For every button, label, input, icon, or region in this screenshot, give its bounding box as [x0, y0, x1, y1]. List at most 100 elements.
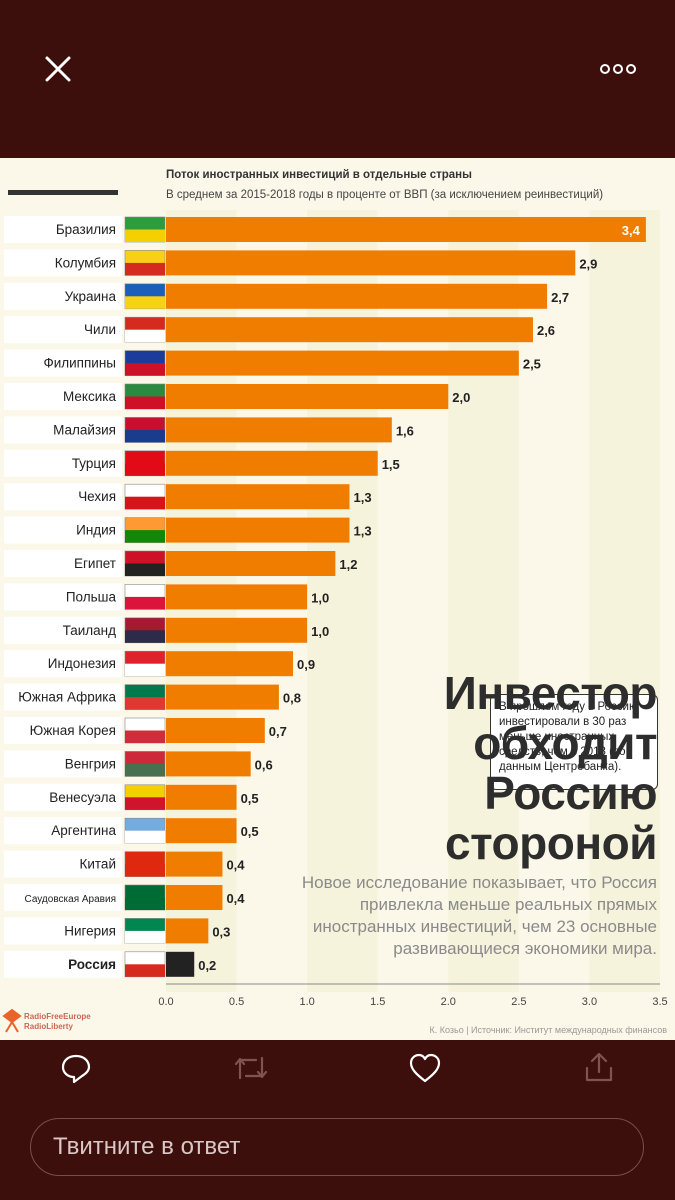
chart-svg: Поток иностранных инвестиций в отдельные… [2, 169, 668, 1035]
country-flag-icon [124, 584, 166, 610]
category-label: Индия [76, 523, 116, 538]
bar [166, 584, 308, 610]
retweet-icon[interactable] [232, 1054, 270, 1082]
row-label-bg [4, 383, 122, 410]
x-tick-label: 3.5 [652, 996, 667, 1008]
category-label: Южная Африка [18, 690, 116, 705]
value-label: 2,5 [523, 357, 541, 372]
category-label: Малайзия [53, 422, 116, 437]
value-label: 0,2 [198, 958, 216, 973]
like-icon[interactable] [408, 1052, 442, 1084]
logo-line1: RadioFreeEurope [24, 1012, 91, 1021]
category-label: Мексика [63, 389, 116, 404]
country-flag-icon [124, 250, 166, 276]
country-flag-icon [124, 316, 166, 343]
country-flag-icon [124, 884, 166, 911]
value-label: 2,7 [551, 290, 569, 305]
category-label: Таиланд [63, 623, 117, 638]
value-label: 0,7 [269, 724, 287, 739]
country-flag-icon [124, 417, 166, 443]
country-flag-icon [124, 717, 166, 744]
bar [166, 751, 251, 777]
reply-placeholder: Твитните в ответ [53, 1133, 241, 1160]
value-label: 1,5 [382, 457, 400, 472]
row-label-bg [4, 216, 122, 243]
country-flag-icon [124, 216, 166, 243]
category-label: Саудовская Аравия [24, 894, 116, 905]
row-label-bg [4, 249, 122, 277]
row-label-bg [4, 282, 122, 310]
country-flag-icon [124, 450, 166, 477]
country-flag-icon [124, 817, 166, 844]
reply-input[interactable]: Твитните в ответ [30, 1118, 644, 1176]
row-label-bg [4, 884, 122, 911]
source-text: К. Козьо | Источник: Институт международ… [429, 1025, 667, 1035]
headline: Инвестор обходит Россию стороной [337, 667, 658, 869]
value-label: 1,0 [311, 590, 329, 605]
country-flag-icon [124, 751, 166, 777]
bar [166, 450, 378, 476]
bar [166, 217, 646, 242]
category-label: Южная Корея [30, 723, 116, 738]
reply-icon[interactable] [60, 1052, 92, 1084]
value-label: 0,3 [212, 924, 230, 939]
row-label-bg [4, 616, 122, 644]
row-label-bg [4, 349, 122, 377]
category-label: Аргентина [51, 823, 116, 838]
x-tick-label: 0.0 [158, 996, 173, 1008]
category-label: Филиппины [43, 356, 116, 371]
headline-line: Россию [484, 767, 657, 819]
bar [166, 617, 308, 643]
category-label: Венесуэла [49, 790, 116, 805]
row-label-bg [4, 316, 122, 344]
row-label-bg [4, 750, 122, 778]
row-label-bg [4, 550, 122, 577]
row-label-bg [4, 483, 122, 511]
bar [166, 784, 237, 810]
category-label: Венгрия [65, 756, 116, 771]
country-flag-icon [124, 383, 166, 410]
category-label: Индонезия [48, 656, 116, 671]
headline-line: Инвестор [443, 667, 658, 719]
country-flag-icon [124, 650, 166, 677]
title-underline [8, 190, 118, 195]
bar [166, 384, 449, 409]
row-label-bg [4, 449, 122, 477]
callout-box: В прошлом году в Россию инвестировали в … [490, 694, 658, 790]
country-flag-icon [124, 350, 166, 376]
chart-title: Поток иностранных инвестиций в отдельные… [166, 169, 472, 181]
category-label: Чехия [78, 489, 116, 504]
country-flag-icon [124, 951, 166, 978]
value-label: 1,3 [353, 524, 371, 539]
bar [166, 250, 576, 276]
share-icon[interactable] [583, 1050, 615, 1084]
actions-bar: Твитните в ответ [0, 1040, 675, 1200]
chart-subtitle: В среднем за 2015-2018 годы в проценте о… [166, 189, 603, 201]
headline-line: стороной [445, 817, 657, 869]
value-label: 0,5 [241, 791, 259, 806]
category-label: Польша [66, 589, 117, 604]
x-tick-label: 1.0 [299, 996, 314, 1008]
subtext: Новое исследование показывает, что Росси… [301, 873, 657, 958]
row-label-bg [4, 850, 122, 878]
value-label: 0,4 [226, 858, 245, 873]
category-label: Россия [68, 957, 116, 972]
value-label: 1,6 [396, 423, 414, 438]
country-flag-icon [124, 784, 166, 811]
logo-line2: RadioLiberty [24, 1022, 73, 1031]
chart-image[interactable]: Поток иностранных инвестиций в отдельные… [0, 158, 675, 1040]
category-label: Колумбия [55, 255, 116, 270]
country-flag-icon [124, 851, 166, 877]
bar [166, 918, 209, 944]
value-label: 1,2 [339, 557, 357, 572]
more-icon[interactable] [600, 62, 636, 76]
country-flag-icon [124, 483, 166, 510]
grid-band [589, 210, 660, 992]
headline-line: обходит [473, 717, 657, 769]
category-label: Чили [84, 322, 116, 337]
value-label: 0,8 [283, 691, 301, 706]
country-flag-icon [124, 517, 166, 543]
value-label: 0,4 [226, 891, 245, 906]
close-icon[interactable] [44, 55, 72, 83]
value-label: 1,3 [353, 490, 371, 505]
